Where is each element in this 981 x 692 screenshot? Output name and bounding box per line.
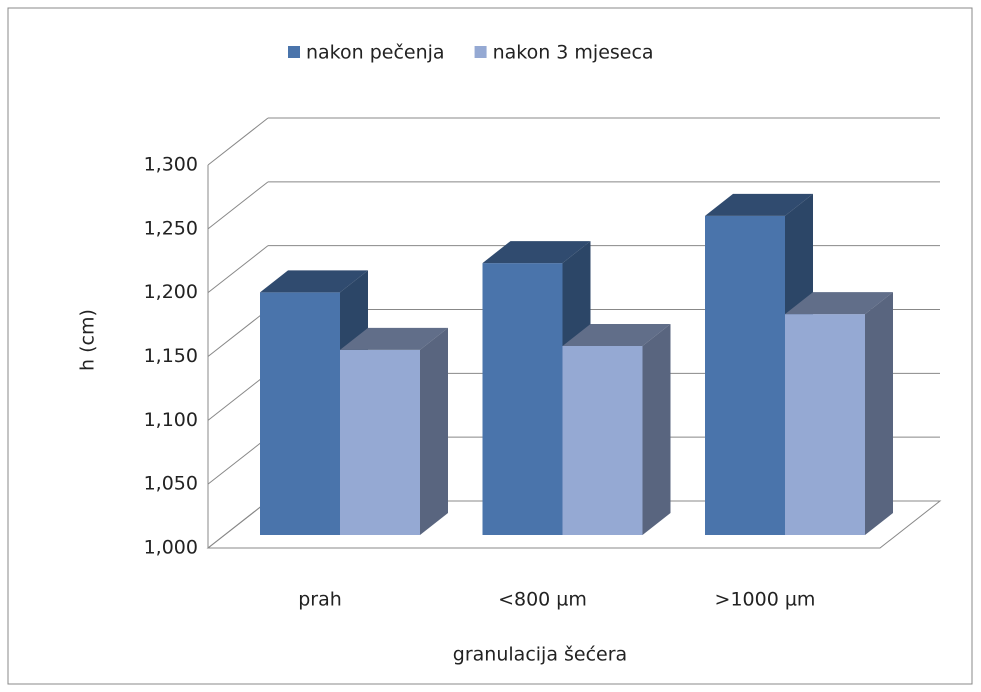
bar-front (562, 346, 643, 535)
bar-top (705, 193, 813, 216)
legend-label: nakon pečenja (306, 42, 445, 64)
y-tick-label: 1,050 (144, 473, 198, 495)
grid-line (207, 436, 269, 485)
y-tick-label: 1,200 (144, 281, 198, 303)
legend-label: nakon 3 mjeseca (493, 42, 654, 64)
bar-front (482, 263, 563, 535)
y-tick-label: 1,250 (144, 217, 198, 239)
x-tick-label: prah (298, 589, 342, 611)
y-axis-label: h (cm) (77, 309, 99, 371)
bar (340, 327, 448, 535)
grid-line (207, 117, 269, 166)
x-tick-label: >1000 µm (715, 589, 816, 611)
grid-line (207, 372, 269, 421)
bar-top (482, 241, 591, 264)
x-tick-label: <800 µm (498, 589, 587, 611)
bar-side (865, 292, 893, 535)
legend-swatch (474, 46, 487, 58)
bar-front (785, 314, 865, 535)
grid-line (207, 181, 269, 230)
grid-line (207, 245, 269, 294)
y-tick-label: 1,150 (144, 345, 198, 367)
bar-front (340, 349, 420, 535)
grid-line (207, 309, 269, 357)
bar (562, 324, 671, 535)
legend-swatch (288, 46, 300, 58)
x-axis-label: granulacija šećera (453, 644, 627, 666)
bar-side (420, 327, 448, 535)
y-tick-label: 1,000 (144, 537, 198, 559)
grid-line (207, 500, 269, 549)
bar-top (562, 324, 671, 347)
bar-front (705, 215, 785, 536)
bar-side (642, 324, 671, 535)
bar-top (340, 327, 448, 350)
y-tick-label: 1,100 (144, 409, 198, 431)
bar (785, 292, 893, 535)
y-tick-label: 1,300 (144, 154, 198, 176)
bar-top (785, 292, 893, 315)
bar-top (260, 270, 368, 293)
bar-front (260, 292, 340, 535)
